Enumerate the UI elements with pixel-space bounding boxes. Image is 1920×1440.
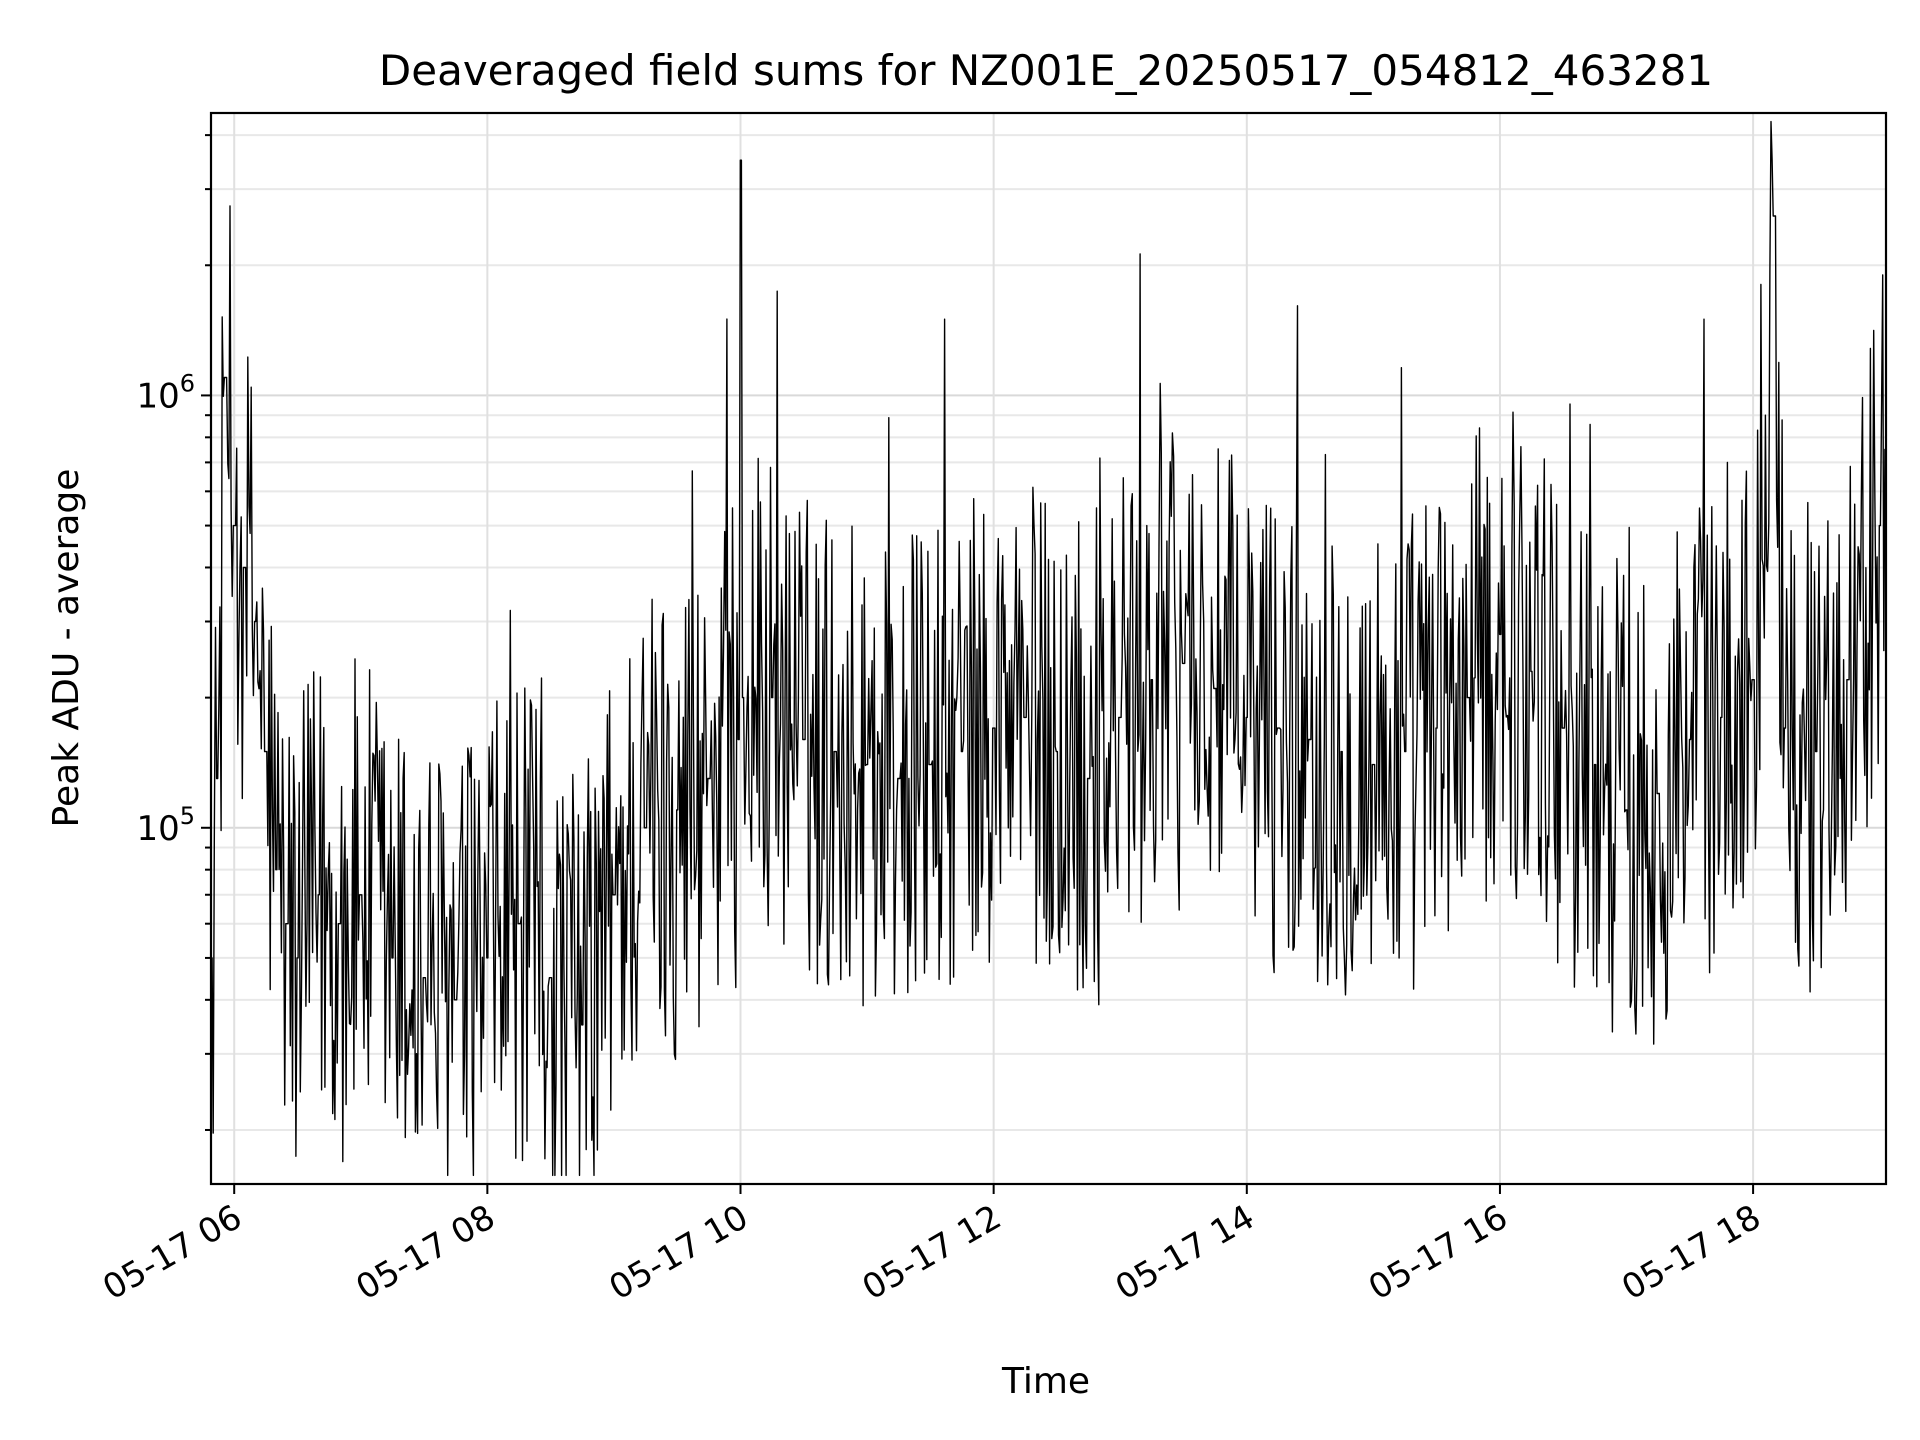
y-axis-label: Peak ADU - average bbox=[46, 469, 87, 828]
series-line bbox=[211, 120, 1886, 1177]
y-tick-label: 106 bbox=[136, 369, 195, 416]
series-layer bbox=[211, 120, 1886, 1177]
chart-title: Deaveraged field sums for NZ001E_2025051… bbox=[379, 46, 1713, 95]
plot-frame bbox=[209, 111, 1888, 1186]
y-tick-label: 105 bbox=[136, 802, 195, 849]
y-axis: 105 106 bbox=[136, 134, 211, 1131]
x-axis-label: Time bbox=[1001, 1361, 1090, 1402]
